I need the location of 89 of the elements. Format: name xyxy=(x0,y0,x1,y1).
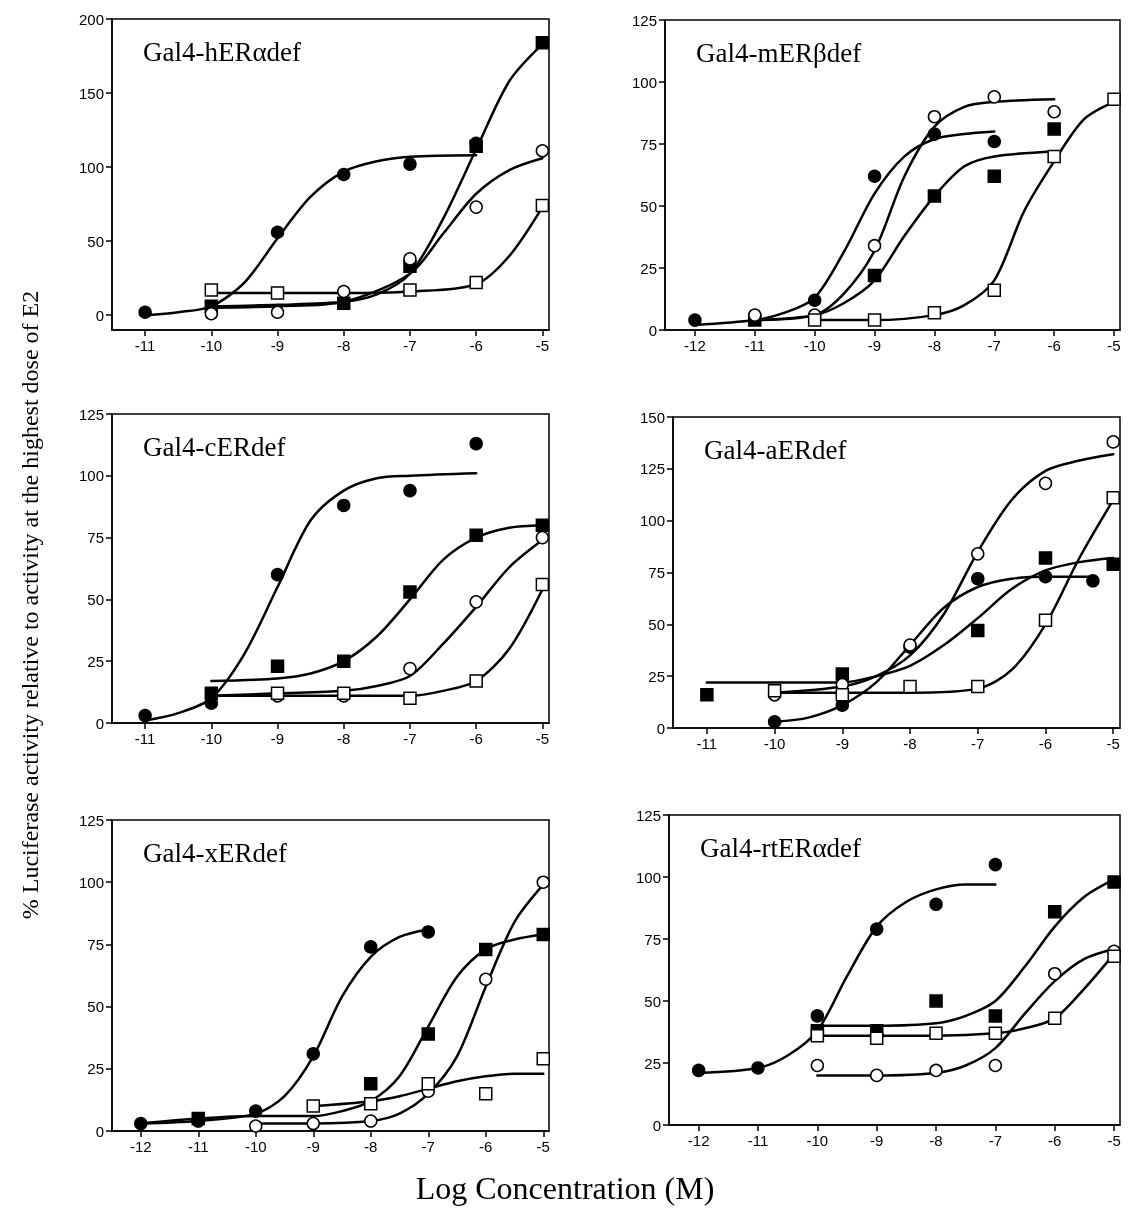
y-tick-label: 200 xyxy=(78,10,104,28)
y-tick-label: 25 xyxy=(640,259,657,277)
x-tick-label: -10 xyxy=(803,337,826,354)
y-tick-label: 100 xyxy=(639,512,665,530)
x-tick-label: -6 xyxy=(1047,337,1061,354)
y-tick-label: 100 xyxy=(631,73,657,91)
x-tick-label: -8 xyxy=(337,730,351,747)
x-tick-label: -6 xyxy=(1038,735,1053,752)
x-tick-label: -7 xyxy=(988,1132,1003,1149)
y-tick-label: 50 xyxy=(87,232,104,250)
y-tick-label: 125 xyxy=(639,460,665,478)
y-tick-label: 125 xyxy=(631,11,657,29)
x-tick-label: -11 xyxy=(747,1132,769,1149)
y-tick-label: 75 xyxy=(648,564,665,581)
y-tick-label: 75 xyxy=(644,930,661,948)
x-tick-label: -12 xyxy=(684,337,706,354)
y-tick-label: 125 xyxy=(78,405,104,423)
x-tick-label: -11 xyxy=(134,337,156,354)
y-tick-label: 100 xyxy=(78,467,104,485)
x-tick-label: -11 xyxy=(187,1138,209,1155)
x-tick-label: -8 xyxy=(903,735,917,752)
y-tick-label: 50 xyxy=(87,998,104,1016)
x-tick-label: -9 xyxy=(270,730,285,747)
x-tick-label: -5 xyxy=(536,1138,550,1155)
x-tick-label: -11 xyxy=(744,337,766,354)
x-tick-label: -5 xyxy=(1107,337,1121,354)
x-tick-label: -7 xyxy=(403,337,417,354)
y-tick-label: 75 xyxy=(640,135,657,153)
x-tick-label: -12 xyxy=(687,1132,710,1149)
y-tick-label: 75 xyxy=(87,529,104,547)
text: Gal4-rtERαdef xyxy=(700,832,862,863)
x-tick-label: -7 xyxy=(987,337,1001,354)
x-tick-label: -9 xyxy=(835,735,849,752)
x-tick-label: -5 xyxy=(535,337,550,354)
y-tick-label: 100 xyxy=(78,873,104,891)
y-axis-title: % Luciferase activity relative to activity at the highest dose of E2 xyxy=(16,290,44,920)
x-tick-label: -12 xyxy=(129,1138,152,1155)
y-tick-label: 25 xyxy=(87,652,104,670)
x-tick-label: -6 xyxy=(479,1138,493,1155)
y-tick-label: 25 xyxy=(87,1060,104,1078)
y-tick-label: 50 xyxy=(648,615,665,633)
y-tick-label: 0 xyxy=(95,714,104,732)
x-tick-label: -6 xyxy=(469,337,483,354)
x-tick-label: -8 xyxy=(337,337,351,354)
x-axis-title: Log Concentration (M) xyxy=(414,1170,716,1207)
x-tick-label: -9 xyxy=(270,337,285,354)
y-tick-label: 50 xyxy=(644,992,661,1010)
y-tick-label: 100 xyxy=(78,158,104,176)
x-tick-label: -5 xyxy=(1106,735,1120,752)
y-tick-label: 125 xyxy=(635,806,661,824)
y-tick-label: 0 xyxy=(95,1122,104,1140)
x-tick-label: -11 xyxy=(134,730,156,747)
x-tick-label: -5 xyxy=(535,730,550,747)
x-tick-label: -8 xyxy=(364,1138,378,1155)
y-tick-label: 150 xyxy=(78,84,104,102)
x-tick-label: -9 xyxy=(870,1132,884,1149)
y-tick-label: 100 xyxy=(635,868,661,886)
x-tick-label: -10 xyxy=(244,1138,267,1155)
y-tick-label: 25 xyxy=(648,667,665,685)
y-tick-label: 0 xyxy=(656,719,665,737)
y-tick-label: 125 xyxy=(78,811,104,829)
x-tick-label: -6 xyxy=(469,730,483,747)
x-tick-label: -8 xyxy=(929,1132,943,1149)
x-tick-label: -7 xyxy=(421,1138,435,1155)
y-tick-label: 0 xyxy=(648,321,657,339)
text: Gal4-cERdef xyxy=(143,431,286,462)
text: Gal4-mERβdef xyxy=(696,37,862,68)
text: Gal4-xERdef xyxy=(143,837,287,868)
x-tick-label: -6 xyxy=(1048,1132,1062,1149)
y-tick-label: 150 xyxy=(639,408,665,426)
x-tick-label: -9 xyxy=(867,337,882,354)
x-tick-label: -11 xyxy=(696,735,718,752)
x-tick-label: -7 xyxy=(971,735,985,752)
x-tick-label: -10 xyxy=(806,1132,829,1149)
x-tick-label: -8 xyxy=(927,337,942,354)
x-tick-label: -10 xyxy=(200,730,223,747)
x-tick-label: -5 xyxy=(1107,1132,1121,1149)
y-tick-label: 0 xyxy=(95,306,104,324)
y-tick-label: 25 xyxy=(644,1054,661,1072)
y-tick-label: 75 xyxy=(87,935,104,953)
x-tick-label: -10 xyxy=(763,735,786,752)
x-tick-label: -9 xyxy=(306,1138,320,1155)
y-tick-label: 0 xyxy=(652,1116,661,1134)
y-tick-label: 50 xyxy=(640,197,657,215)
x-tick-label: -10 xyxy=(200,337,223,354)
text: Gal4-hERαdef xyxy=(143,36,302,67)
text: Gal4-aERdef xyxy=(704,434,847,465)
x-tick-label: -7 xyxy=(403,730,417,747)
y-tick-label: 50 xyxy=(87,590,104,608)
